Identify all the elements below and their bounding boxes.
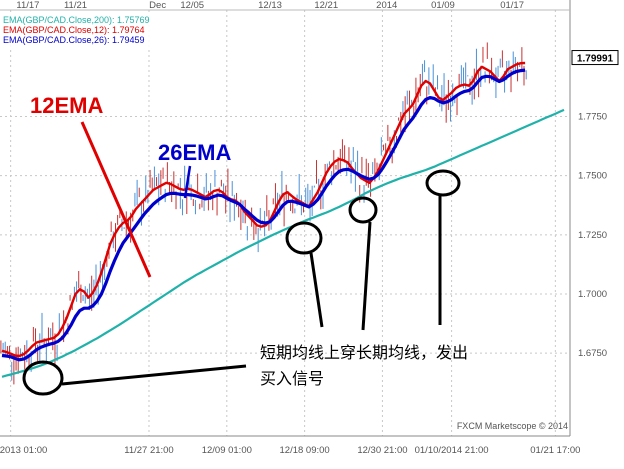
top-tick-label: 2014 xyxy=(376,0,397,11)
legend: EMA(GBP/CAD.Close,200): 1.75769EMA(GBP/C… xyxy=(1,13,151,47)
x-tick-label: 12/18 09:00 xyxy=(280,445,330,456)
signal-text-line1: 短期均线上穿长期均线，发出 xyxy=(260,343,468,362)
y-tick-label: 1.7000 xyxy=(578,289,607,300)
ema-line-26 xyxy=(1,68,526,362)
x-tick-label: 01/21 17:00 xyxy=(530,445,580,456)
y-tick-label: 1.6750 xyxy=(578,348,607,359)
credit-label: FXCM Marketscope © 2014 xyxy=(457,421,568,431)
ema26-label: 26EMA xyxy=(158,140,231,165)
y-tick-label: 1.7250 xyxy=(578,230,607,241)
crossover-circle xyxy=(348,196,378,224)
ema12-pointer xyxy=(80,121,152,278)
crossover-circle xyxy=(285,221,323,255)
x-tick-label: 11/27 21:00 xyxy=(124,445,173,456)
y-tick-label: 1.7750 xyxy=(578,112,607,123)
legend-entry: EMA(GBP/CAD.Close,12): 1.79764 xyxy=(3,25,145,35)
crossover-circle xyxy=(425,169,461,197)
top-tick-label: 01/17 xyxy=(500,0,524,11)
axes: 1.7750 1.7500 1.7250 1.7000 1.6750 11/08/2013… xyxy=(0,0,619,456)
price-badge xyxy=(571,50,619,66)
top-tick-label: Dec xyxy=(149,0,166,11)
ema26-pointer xyxy=(183,165,192,199)
x-tick-label: 12/30 21:00 xyxy=(357,445,407,456)
price-badge-label: 1.79991 xyxy=(577,54,614,65)
signal-text-line2: 买入信号 xyxy=(260,369,324,388)
crossover-circle xyxy=(22,360,64,396)
ema-lines xyxy=(1,61,565,378)
legend-box xyxy=(1,13,151,47)
x-tick-label: 01/10/2014 21:00 xyxy=(415,445,489,456)
top-tick-label: 12/21 xyxy=(314,0,338,11)
top-tick-label: 01/09 xyxy=(431,0,455,11)
legend-entry: EMA(GBP/CAD.Close,200): 1.75769 xyxy=(3,15,150,25)
x-tick-label: 11/08/2013 01:00 xyxy=(0,445,47,456)
top-tick-label: 11/21 xyxy=(64,0,87,11)
ema12-label: 12EMA xyxy=(30,93,103,118)
grid-lines xyxy=(0,10,570,436)
top-tick-label: 12/05 xyxy=(180,0,204,11)
x-tick-label: 12/09 01:00 xyxy=(202,445,252,456)
callout-pointer xyxy=(361,221,372,331)
y-tick-label: 1.7500 xyxy=(578,171,607,182)
callout-pointer xyxy=(61,364,247,386)
legend-entry: EMA(GBP/CAD.Close,26): 1.79459 xyxy=(3,35,145,45)
top-tick-label: 12/13 xyxy=(258,0,282,11)
ema-line-200 xyxy=(1,108,565,378)
top-tick-label: 11/17 xyxy=(16,0,39,11)
callout-pointer xyxy=(309,252,324,328)
ema-line-12 xyxy=(1,61,526,358)
